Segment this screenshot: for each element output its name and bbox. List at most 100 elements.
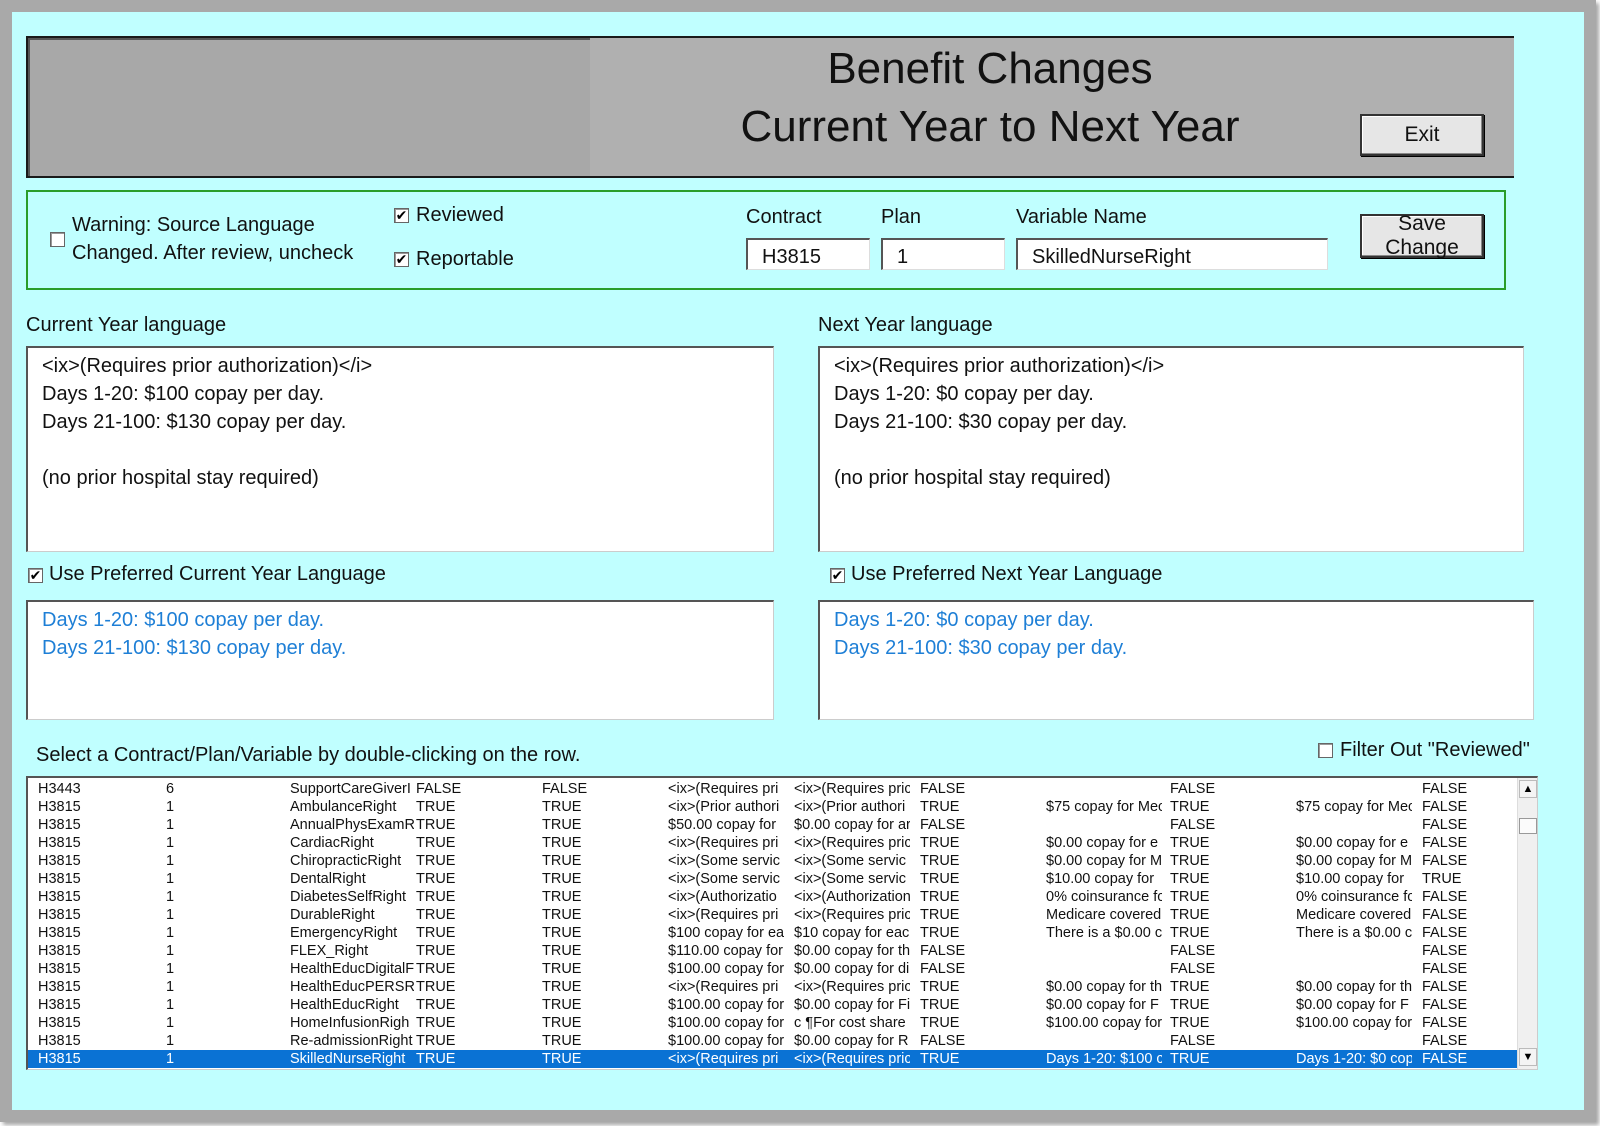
next-year-textbox[interactable]: <ix>(Requires prior authorization)</i> D… (818, 346, 1524, 552)
table-cell: 1 (166, 1033, 175, 1049)
contract-field[interactable]: H3815 (746, 238, 870, 270)
table-cell: TRUE (416, 1051, 456, 1067)
table-cell: H3815 (38, 853, 81, 869)
variable-name-field[interactable]: SkilledNurseRight (1016, 238, 1328, 270)
table-cell: $0.00 copay for ar (794, 817, 910, 833)
table-cell: 1 (166, 925, 175, 941)
table-cell: <ix>(Requires pri (668, 835, 779, 851)
table-row[interactable]: H3815 1 AnnualPhysExamR TRUE TRUE $50.00 copa… (28, 816, 1520, 834)
table-row[interactable]: H3815 1 AmbulanceRight TRUE TRUE <ix>(Prior a… (28, 798, 1520, 816)
table-cell: TRUE (1170, 997, 1210, 1013)
header-panel: Benefit Changes Current Year to Next Yea… (26, 36, 1514, 178)
table-row[interactable]: H3815 1 DurableRight TRUE TRUE <ix>(Requires … (28, 906, 1520, 924)
table-cell: TRUE (920, 799, 960, 815)
contract-label: Contract (746, 206, 822, 228)
table-cell: $0.00 copay for e (1296, 835, 1409, 851)
table-cell: $100.00 copay for (1046, 1015, 1162, 1031)
table-cell: TRUE (920, 835, 960, 851)
next-year-label: Next Year language (818, 314, 993, 336)
table-row[interactable]: H3815 1 HealthEducRight TRUE TRUE $100.00 cop… (28, 996, 1520, 1014)
scroll-up-arrow-icon[interactable]: ▲ (1519, 780, 1537, 798)
table-cell: <ix>(Some servic (794, 853, 907, 869)
table-cell: TRUE (920, 907, 960, 923)
table-cell: FALSE (1422, 799, 1468, 815)
table-row[interactable]: H3815 1 SkilledNurseRight TRUE TRUE <ix>(Requ… (28, 1050, 1520, 1068)
filter-reviewed-label: Filter Out "Reviewed" (1340, 739, 1530, 761)
table-row[interactable]: H3815 1 CardiacRight TRUE TRUE <ix>(Requires … (28, 834, 1520, 852)
table-row[interactable]: H3815 1 Re-admissionRight TRUE TRUE $100.00 c… (28, 1032, 1520, 1050)
table-cell: TRUE (1170, 979, 1210, 995)
table-cell: TRUE (920, 925, 960, 941)
current-year-textbox[interactable]: <ix>(Requires prior authorization)</i> D… (26, 346, 774, 552)
table-cell: $100.00 copay for (1296, 1015, 1412, 1031)
scroll-thumb[interactable] (1519, 818, 1537, 834)
table-cell: H3815 (38, 943, 81, 959)
table-cell: EmergencyRight (290, 925, 398, 941)
table-row[interactable]: H3443 6 SupportCareGiverI FALSE FALSE <ix>(Re… (28, 780, 1520, 798)
table-cell: c ¶For cost share a (794, 1015, 910, 1031)
table-cell: 0% coinsurance fc (1296, 889, 1412, 905)
table-cell: TRUE (1170, 871, 1210, 887)
scroll-down-arrow-icon[interactable]: ▼ (1519, 1048, 1537, 1066)
table-row[interactable]: H3815 1 HealthEducPERSRi TRUE TRUE <ix>(Requi… (28, 978, 1520, 996)
table-cell: FALSE (1422, 1033, 1468, 1049)
table-cell: <ix>(Authorizatio (668, 889, 777, 905)
table-cell: 1 (166, 997, 175, 1013)
table-row[interactable]: H3815 1 FLEX_Right TRUE TRUE $110.00 copay fo… (28, 942, 1520, 960)
table-cell: H3815 (38, 961, 81, 977)
filter-reviewed-checkbox[interactable] (1318, 743, 1333, 758)
table-row[interactable]: H3815 1 EmergencyRight TRUE TRUE $100 copay f… (28, 924, 1520, 942)
table-cell: TRUE (542, 961, 582, 977)
table-cell: $0.00 copay for F (1046, 997, 1159, 1013)
warning-checkbox[interactable] (50, 232, 65, 247)
table-cell: FALSE (1170, 781, 1216, 797)
table-cell: $75 copay for Mec (1046, 799, 1162, 815)
table-cell: $10.00 copay for (1296, 871, 1405, 887)
plan-field[interactable]: 1 (881, 238, 1005, 270)
table-row[interactable]: H3815 1 DiabetesSelfRight TRUE TRUE <ix>(Auth… (28, 888, 1520, 906)
table-cell: FALSE (1170, 943, 1216, 959)
reviewed-checkbox[interactable]: ✔ (394, 208, 409, 223)
table-cell: 1 (166, 943, 175, 959)
table-cell: FALSE (1422, 835, 1468, 851)
variable-listbox[interactable]: H3443 6 SupportCareGiverI FALSE FALSE <ix>(Re… (26, 776, 1538, 1070)
table-cell: <ix>(Requires pric (794, 835, 910, 851)
table-cell: <ix>(Prior authori (668, 799, 780, 815)
reportable-checkbox[interactable]: ✔ (394, 252, 409, 267)
table-cell: TRUE (416, 1015, 456, 1031)
table-row[interactable]: H3815 1 DentalRight TRUE TRUE <ix>(Some servi… (28, 870, 1520, 888)
table-cell: $100 copay for ea (668, 925, 784, 941)
table-cell: TRUE (416, 835, 456, 851)
use-preferred-next-checkbox[interactable]: ✔ (830, 568, 845, 583)
table-cell: TRUE (416, 871, 456, 887)
table-cell: H3815 (38, 799, 81, 815)
table-cell: Medicare covered (1296, 907, 1412, 923)
table-cell: $75 copay for Mec (1296, 799, 1412, 815)
table-row[interactable]: H3815 1 HomeInfusionRigh TRUE TRUE $100.00 co… (28, 1014, 1520, 1032)
preferred-next-textbox[interactable]: Days 1-20: $0 copay per day. Days 21-100… (818, 600, 1534, 720)
table-cell: TRUE (416, 979, 456, 995)
table-cell: $0.00 copay for di (794, 961, 910, 977)
table-cell: $50.00 copay for (668, 817, 777, 833)
use-preferred-current-checkbox[interactable]: ✔ (28, 568, 43, 583)
listbox-scrollbar[interactable]: ▲ ▼ (1517, 778, 1537, 1069)
table-cell: $0.00 copay for Fi (794, 997, 910, 1013)
table-cell: $0.00 copay for M (1046, 853, 1162, 869)
preferred-current-textbox[interactable]: Days 1-20: $100 copay per day. Days 21-1… (26, 600, 774, 720)
table-cell: FALSE (920, 1033, 966, 1049)
table-cell: 1 (166, 907, 175, 923)
table-cell: 1 (166, 817, 175, 833)
save-change-button[interactable]: Save Change (1360, 212, 1484, 259)
table-cell: DentalRight (290, 871, 366, 887)
table-row[interactable]: H3815 1 HealthEducDigitalF TRUE TRUE $100.00 … (28, 960, 1520, 978)
table-cell: <ix>(Requires pric (794, 979, 910, 995)
table-cell: FALSE (416, 781, 462, 797)
plan-label: Plan (881, 206, 922, 228)
table-cell: <ix>(Requires pri (668, 1051, 779, 1067)
table-cell: $0.00 copay for M (1296, 853, 1412, 869)
exit-button[interactable]: Exit (1360, 114, 1484, 156)
table-row[interactable]: H3815 1 ChiropracticRight TRUE TRUE <ix>(Some… (28, 852, 1520, 870)
table-cell: $100.00 copay for (668, 997, 784, 1013)
table-cell: H3815 (38, 871, 81, 887)
table-cell: Days 1-20: $100 c (1046, 1051, 1162, 1067)
